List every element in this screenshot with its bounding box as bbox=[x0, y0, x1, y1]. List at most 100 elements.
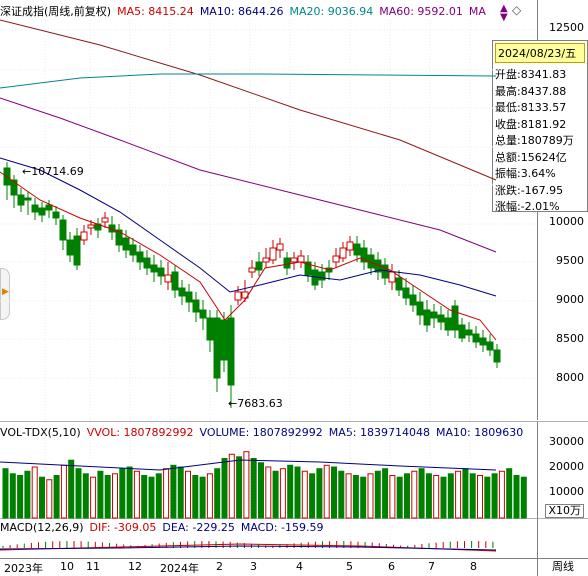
date-label: 4 bbox=[296, 560, 303, 573]
volume-bar bbox=[148, 476, 155, 519]
volume-bar bbox=[258, 462, 264, 519]
date-label: 3 bbox=[250, 560, 257, 573]
volume-bar bbox=[214, 468, 221, 519]
info-amount: 总额:15624亿 bbox=[495, 150, 567, 164]
date-label: 11 bbox=[86, 560, 100, 573]
info-change: 涨跌:-167.95 bbox=[495, 183, 564, 197]
candle-body bbox=[17, 194, 25, 206]
candle-body bbox=[423, 309, 431, 326]
ma20-label: MA20: 9036.94 bbox=[289, 4, 374, 18]
dif-label: DIF: -309.05 bbox=[89, 520, 157, 534]
volume-bar bbox=[68, 459, 75, 519]
volume-bar bbox=[338, 470, 345, 519]
vol-ma5-label: MA5: 1839714048 bbox=[328, 425, 430, 439]
date-label: 10 bbox=[60, 560, 74, 573]
ma5-line bbox=[0, 171, 497, 341]
candle-body bbox=[262, 257, 270, 263]
ma-more-label: MA bbox=[468, 4, 486, 18]
candle-body bbox=[402, 287, 410, 299]
candle-body bbox=[458, 324, 466, 339]
candle-body bbox=[157, 267, 165, 277]
volume-label: VOLUME: 1807892992 bbox=[199, 425, 323, 439]
info-high: 最高:8437.88 bbox=[495, 84, 567, 98]
volume-bar bbox=[126, 466, 133, 519]
volume-axis: 30000 20000 10000 X10万 bbox=[537, 421, 588, 518]
volume-bar bbox=[411, 470, 418, 519]
candle-body bbox=[360, 247, 368, 263]
candle-body bbox=[206, 317, 214, 341]
volume-bar bbox=[39, 476, 45, 519]
ma-long-line bbox=[0, 19, 497, 181]
volume-bar bbox=[345, 473, 352, 519]
candle-body bbox=[444, 317, 452, 331]
candle-body bbox=[339, 247, 347, 259]
candle-body bbox=[80, 231, 88, 241]
price-tick: 9500 bbox=[556, 254, 584, 267]
volume-bar bbox=[17, 475, 24, 519]
volume-panel bbox=[0, 421, 537, 518]
vol-ma10-label: MA10: 1809630 bbox=[436, 425, 524, 439]
volume-bar bbox=[433, 475, 440, 519]
date-label: 5 bbox=[346, 560, 353, 573]
candle-body bbox=[269, 247, 277, 261]
volume-bar bbox=[382, 468, 389, 519]
candle-body bbox=[38, 207, 46, 216]
candle-body bbox=[297, 255, 305, 263]
high-annotation: ←10714.69 bbox=[22, 165, 84, 178]
volume-bar bbox=[279, 468, 286, 519]
volume-bar bbox=[484, 476, 491, 519]
vol-ma-line bbox=[0, 459, 497, 471]
volume-bar bbox=[389, 475, 396, 519]
candle-body bbox=[87, 224, 95, 229]
volume-bar bbox=[119, 468, 126, 519]
volume-bar bbox=[192, 475, 199, 519]
kline-chart[interactable] bbox=[0, 0, 537, 558]
candle-body bbox=[10, 179, 18, 196]
info-amplitude: 振幅:3.64% bbox=[495, 167, 556, 180]
volume-bar bbox=[60, 464, 67, 519]
period-label[interactable]: 周线 bbox=[537, 558, 588, 576]
candle-body bbox=[332, 255, 340, 263]
up-arrow-icon[interactable]: ▲ bbox=[500, 3, 508, 14]
volume-bar bbox=[97, 470, 104, 519]
candle-body bbox=[276, 243, 284, 251]
volume-bar bbox=[374, 470, 381, 519]
volume-bar bbox=[469, 473, 476, 519]
volume-bar bbox=[104, 475, 111, 519]
diamond-icon[interactable]: ◇ bbox=[512, 3, 522, 17]
volume-bar bbox=[477, 475, 483, 519]
volume-bar bbox=[316, 468, 323, 519]
volume-bar bbox=[513, 475, 520, 519]
macd-value-label: MACD: -159.59 bbox=[240, 520, 324, 534]
volume-bar bbox=[323, 464, 330, 519]
ma5-label: MA5: 8415.24 bbox=[117, 4, 194, 18]
candle-body bbox=[353, 243, 361, 256]
high-value: 10714.69 bbox=[31, 165, 84, 178]
candle-body bbox=[101, 217, 109, 223]
volume-bar bbox=[236, 456, 243, 519]
volume-bar bbox=[133, 470, 140, 519]
volume-bar bbox=[75, 468, 82, 519]
date-label: 2024年 bbox=[160, 562, 199, 575]
down-arrow-icon[interactable]: ▼ bbox=[500, 12, 508, 23]
ma60-label: MA60: 9592.01 bbox=[379, 4, 463, 18]
candle-body bbox=[136, 251, 144, 263]
volume-bar bbox=[272, 470, 279, 519]
volume-bar bbox=[367, 473, 374, 519]
info-date: 2024/08/23/五 bbox=[495, 43, 585, 63]
date-label: 7 bbox=[428, 560, 435, 573]
candle-body bbox=[31, 204, 39, 213]
date-axis bbox=[0, 558, 588, 576]
price-tick: 8500 bbox=[556, 332, 584, 345]
volume-bar bbox=[360, 476, 367, 519]
date-label: 6 bbox=[388, 560, 395, 573]
macd-axis bbox=[537, 518, 588, 558]
volume-bar bbox=[250, 458, 257, 519]
volume-unit: X10万 bbox=[545, 504, 584, 518]
candle-body bbox=[150, 264, 158, 273]
volume-bar bbox=[2, 468, 9, 519]
candle-body bbox=[122, 237, 130, 251]
volume-bar bbox=[177, 466, 184, 519]
candle-body bbox=[192, 299, 200, 313]
candle-body bbox=[437, 314, 445, 323]
